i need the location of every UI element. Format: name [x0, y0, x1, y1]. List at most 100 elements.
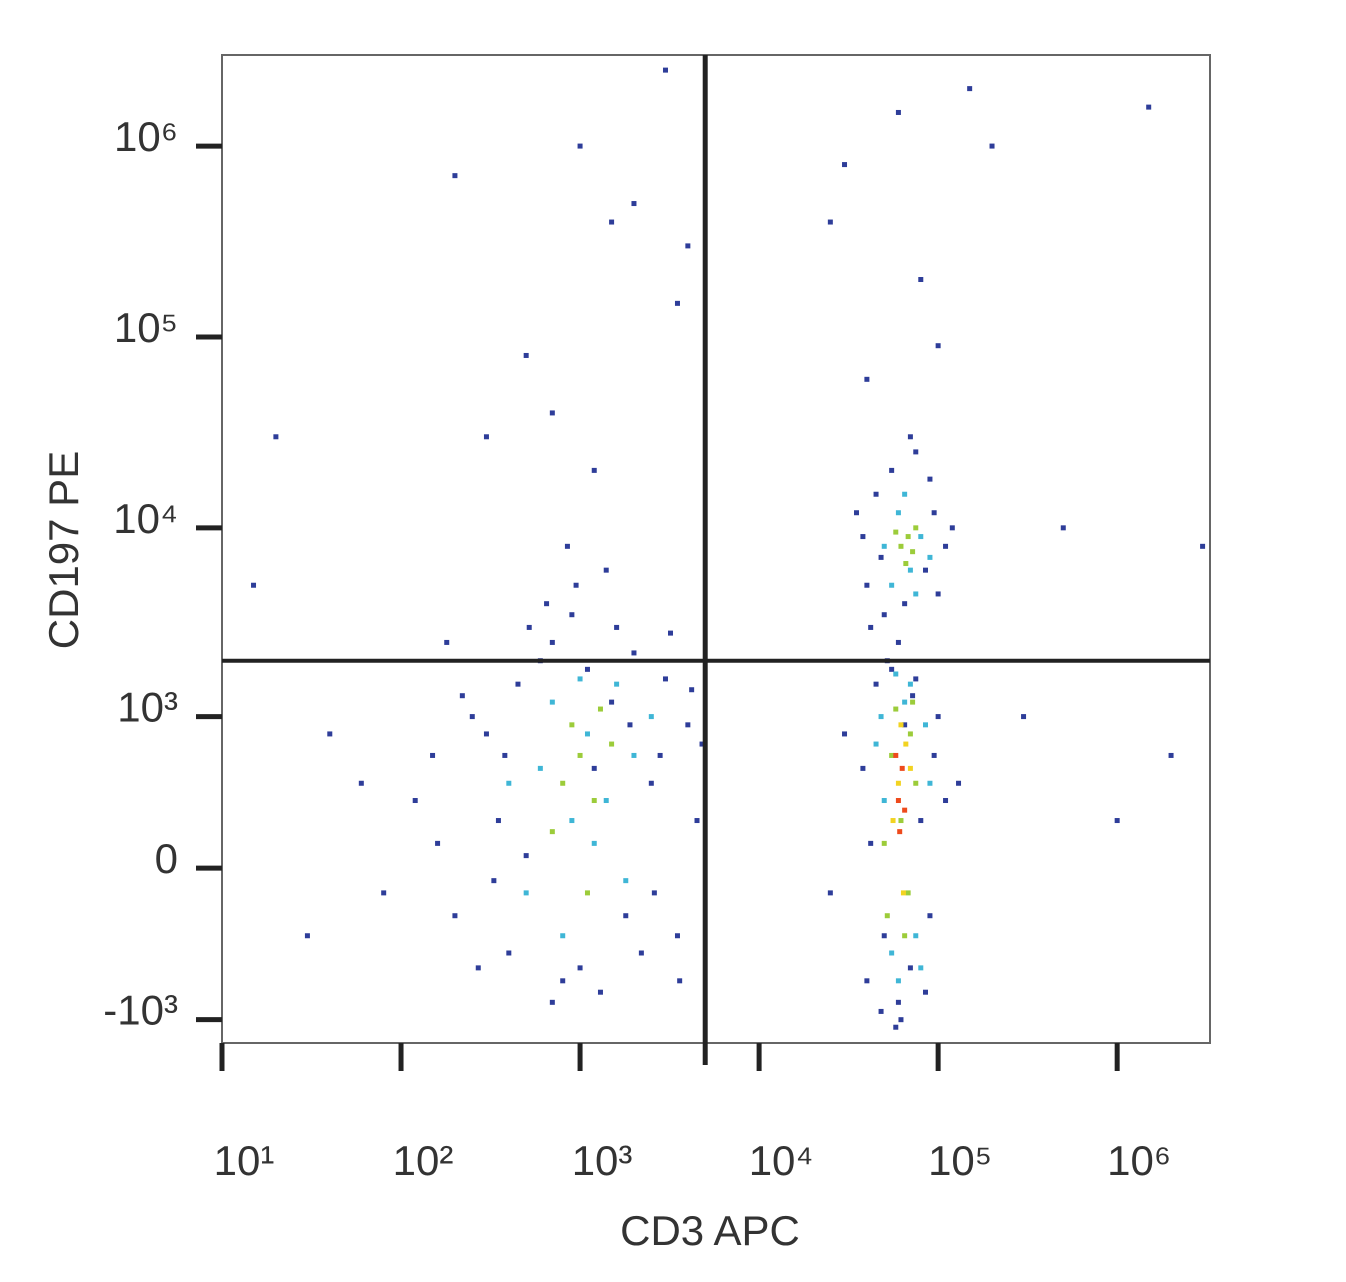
point: [609, 741, 615, 747]
point: [897, 829, 903, 835]
point: [881, 612, 887, 618]
point: [907, 567, 913, 573]
point: [935, 714, 941, 720]
point: [544, 601, 550, 607]
point: [910, 549, 916, 555]
point: [902, 807, 908, 813]
point: [913, 449, 919, 455]
point: [623, 913, 629, 919]
point: [927, 476, 933, 482]
point: [564, 543, 570, 549]
point: [584, 731, 590, 737]
point: [910, 699, 916, 705]
point: [685, 243, 691, 249]
point: [430, 752, 436, 758]
point: [475, 965, 481, 971]
point: [967, 86, 973, 92]
point: [623, 878, 629, 884]
point: [893, 529, 899, 535]
point: [943, 543, 949, 549]
point: [873, 491, 879, 497]
y-tick-label: 0: [155, 835, 178, 882]
point: [898, 722, 904, 728]
point: [989, 143, 995, 149]
point: [381, 890, 387, 896]
point: [907, 965, 913, 971]
point: [662, 67, 668, 73]
point: [918, 965, 924, 971]
point: [907, 765, 913, 771]
point: [523, 352, 529, 358]
point: [1060, 525, 1066, 531]
point: [506, 780, 512, 786]
point: [902, 491, 908, 497]
point: [881, 798, 887, 804]
point: [560, 978, 566, 984]
point: [898, 818, 904, 824]
point: [927, 780, 933, 786]
point: [549, 829, 555, 835]
point: [868, 840, 874, 846]
point: [903, 741, 909, 747]
plot-frame: [221, 54, 1211, 1044]
y-tick-label: 10³: [117, 684, 178, 731]
point: [549, 410, 555, 416]
point: [614, 681, 620, 687]
point: [905, 534, 911, 540]
point: [907, 681, 913, 687]
point: [603, 567, 609, 573]
point: [927, 554, 933, 560]
point: [881, 933, 887, 939]
point: [864, 582, 870, 588]
point: [878, 554, 884, 560]
point: [931, 752, 937, 758]
point: [907, 731, 913, 737]
point: [459, 693, 465, 699]
point: [597, 706, 603, 712]
point: [631, 752, 637, 758]
point: [638, 950, 644, 956]
point: [860, 534, 866, 540]
point: [893, 1024, 899, 1030]
point: [922, 989, 928, 995]
point: [584, 890, 590, 896]
point: [677, 978, 683, 984]
x-tick-label: 10³: [572, 1137, 633, 1184]
point: [515, 681, 521, 687]
point: [889, 467, 895, 473]
point: [506, 950, 512, 956]
point: [412, 798, 418, 804]
point: [662, 676, 668, 682]
point: [895, 978, 901, 984]
x-tick-label: 10⁵: [928, 1137, 992, 1184]
point: [918, 534, 924, 540]
point: [452, 913, 458, 919]
point: [657, 752, 663, 758]
x-tick-label: 10⁴: [749, 1137, 814, 1184]
point: [577, 752, 583, 758]
point: [899, 765, 905, 771]
point: [842, 162, 848, 168]
point: [1146, 104, 1152, 110]
point: [881, 840, 887, 846]
point: [922, 567, 928, 573]
point: [895, 109, 901, 115]
point: [873, 741, 879, 747]
point: [631, 650, 637, 656]
point: [913, 780, 919, 786]
point: [895, 780, 901, 786]
y-tick-label: 10⁴: [113, 495, 178, 542]
point: [931, 510, 937, 516]
point: [890, 818, 896, 824]
point: [584, 666, 590, 672]
point: [895, 999, 901, 1005]
point: [873, 681, 879, 687]
point: [902, 601, 908, 607]
point: [860, 765, 866, 771]
point: [913, 591, 919, 597]
point: [889, 752, 895, 758]
point: [502, 752, 508, 758]
point: [651, 890, 657, 896]
